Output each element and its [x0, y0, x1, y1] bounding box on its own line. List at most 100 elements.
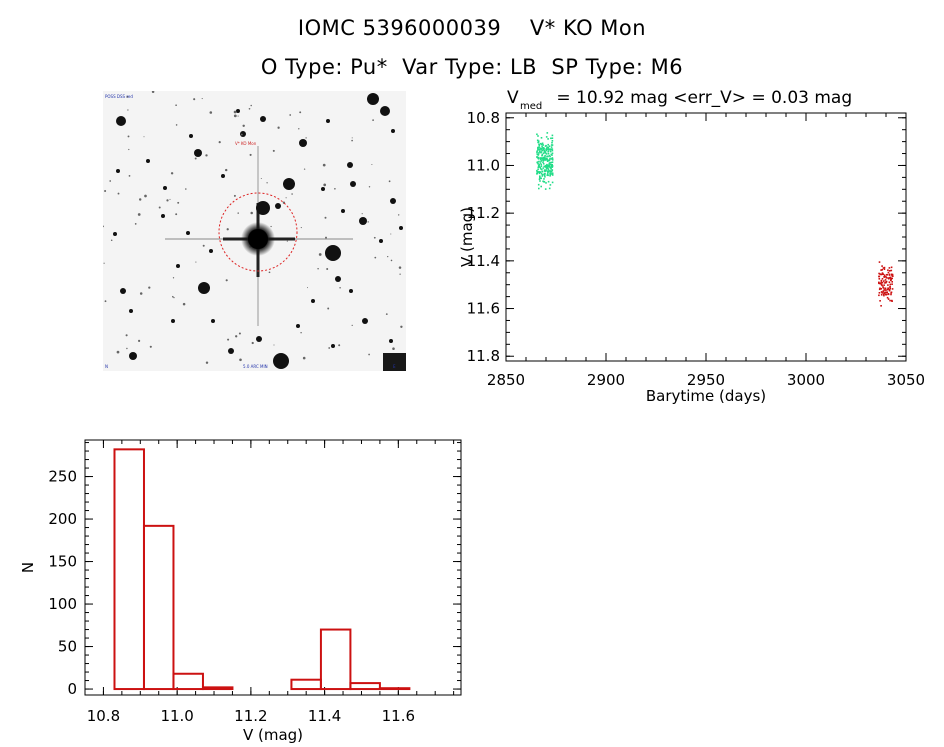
faint-star — [326, 268, 329, 270]
star-field — [103, 91, 403, 369]
faint-star — [233, 194, 236, 197]
faint-star — [373, 236, 376, 239]
lc-data-point — [881, 292, 883, 294]
lc-data-point — [548, 166, 551, 168]
lc-data-point — [888, 289, 891, 292]
hist-plot-area: 10.8 11.0 11.2 11.4 11.6 0 50 100 150 200 250 V (ma… — [20, 439, 462, 744]
lc-data-point — [540, 142, 542, 145]
lc-data-point — [539, 162, 542, 164]
lc-data-point — [541, 168, 543, 171]
lc-data-point — [885, 293, 887, 296]
lc-data-point — [882, 267, 885, 269]
star — [198, 282, 210, 294]
lc-data-point — [542, 157, 544, 160]
lc-data-point — [543, 181, 545, 183]
lc-data-point — [545, 148, 547, 150]
lc-x-tick-label: 3050 — [887, 371, 925, 389]
lc-data-point — [880, 273, 882, 276]
faint-star — [128, 148, 130, 151]
faint-star — [272, 149, 275, 152]
lc-data-point — [891, 273, 894, 276]
hist-x-axis-label: V (mag) — [243, 726, 303, 744]
faint-star — [302, 356, 306, 360]
lc-data-point — [537, 168, 539, 171]
lc-data-point — [890, 277, 892, 279]
lc-data-point — [536, 156, 538, 158]
image-label-bottom-center: 5.0 ARC MIN — [243, 364, 268, 369]
faint-star — [227, 338, 230, 341]
lc-data-point — [549, 150, 552, 152]
star — [367, 93, 379, 105]
lc-data-point — [880, 294, 883, 296]
faint-star — [398, 266, 402, 269]
lc-data-point — [881, 281, 884, 284]
hist-y-tick-label: 150 — [48, 553, 77, 571]
faint-star — [323, 183, 327, 187]
lc-data-point — [546, 158, 548, 161]
lc-data-point — [538, 166, 541, 168]
lc-data-point — [881, 278, 884, 280]
faint-star — [351, 137, 353, 139]
lc-y-tick-label: 11.6 — [467, 300, 500, 318]
star — [146, 159, 150, 163]
lc-data-point — [885, 289, 887, 291]
lc-data-point — [889, 283, 892, 286]
faint-star — [172, 277, 175, 279]
lc-data-point — [542, 152, 545, 154]
star — [256, 336, 262, 342]
chart-title-line2: O Type: Pu* Var Type: LB SP Type: M6 — [260, 55, 684, 79]
faint-star — [103, 225, 104, 228]
lc-data-point — [885, 277, 888, 279]
lc-data-point — [548, 164, 551, 167]
lc-y-tick-label: 11.8 — [467, 347, 500, 365]
lc-data-point — [539, 168, 542, 170]
lc-data-point — [536, 173, 538, 175]
faint-star — [248, 107, 251, 110]
lc-data-point — [549, 158, 551, 160]
lc-y-axis-label: V (mag) — [458, 207, 476, 267]
lc-data-point — [551, 159, 554, 161]
lc-data-point — [536, 151, 538, 154]
lc-data-point — [878, 294, 880, 297]
lc-title-subscript: med — [520, 101, 542, 112]
faint-star — [249, 153, 252, 156]
faint-star — [182, 302, 186, 306]
lc-data-point — [540, 157, 542, 159]
lc-data-point — [536, 139, 539, 142]
lc-data-point — [882, 286, 884, 288]
faint-star — [367, 221, 369, 223]
lc-data-point — [883, 280, 885, 282]
faint-star — [299, 111, 302, 114]
faint-star — [318, 253, 322, 256]
star — [228, 348, 234, 354]
faint-star — [151, 91, 155, 94]
faint-star — [193, 98, 196, 101]
faint-star — [235, 335, 238, 338]
lc-data-point — [879, 287, 881, 290]
lc-data-point — [551, 165, 553, 167]
hist-y-axis-label: N — [20, 562, 37, 573]
lc-data-point — [542, 144, 544, 146]
lc-data-point — [549, 172, 551, 174]
faint-star — [149, 345, 152, 348]
lc-data-point — [537, 154, 539, 156]
lc-data-point — [541, 153, 544, 156]
lc-data-point — [880, 269, 882, 271]
faint-star — [239, 358, 242, 362]
lc-data-point — [884, 291, 887, 294]
faint-star — [177, 201, 180, 204]
lc-data-point — [883, 291, 885, 294]
faint-star — [368, 353, 370, 356]
hist-x-tick-label: 11.6 — [382, 707, 415, 725]
lc-data-point — [541, 159, 543, 161]
lc-data-point — [542, 180, 544, 183]
faint-star — [387, 255, 389, 258]
star — [335, 276, 341, 282]
lc-data-point — [551, 161, 554, 163]
lc-data-point — [543, 158, 546, 161]
target-circle — [218, 192, 298, 272]
lc-data-point — [550, 171, 553, 173]
lc-data-point — [551, 134, 554, 137]
lc-data-point — [546, 170, 549, 172]
faint-star — [148, 286, 151, 289]
